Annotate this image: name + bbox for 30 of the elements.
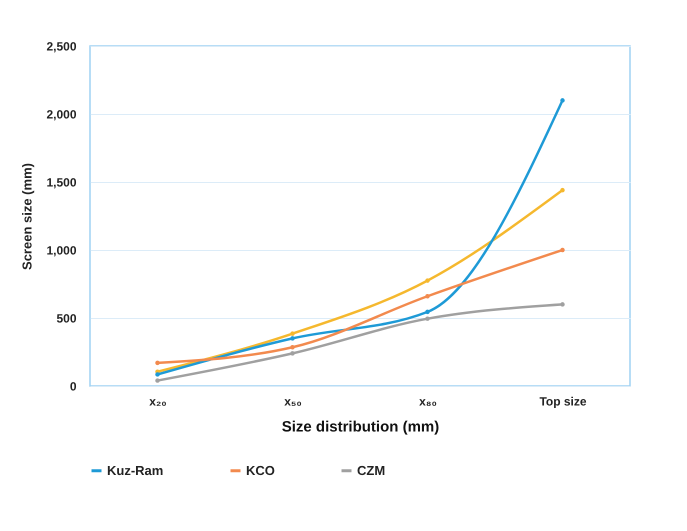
point <box>425 316 430 321</box>
point <box>560 248 565 252</box>
point <box>155 372 160 377</box>
y-tick-label: 2,000 <box>46 108 77 122</box>
point <box>290 336 295 341</box>
y-tick-label: 1,500 <box>46 176 77 190</box>
y-tick-label: 2,500 <box>46 40 77 54</box>
point <box>560 188 565 192</box>
point <box>155 360 160 366</box>
y-tick-label: 500 <box>56 312 77 326</box>
x-axis-title: Size distribution (mm) <box>282 418 440 436</box>
y-axis-title: Screen size (mm) <box>19 163 34 270</box>
point <box>155 378 160 383</box>
point <box>425 310 430 314</box>
x-tick-label: x₂₀ <box>149 394 167 408</box>
x-tick-label: x₈₀ <box>419 394 437 408</box>
legend-label: KCO <box>246 462 275 478</box>
point <box>290 331 295 336</box>
point <box>425 278 430 283</box>
point <box>290 351 295 356</box>
y-tick-label: 1,000 <box>46 244 77 258</box>
legend-label: Kuz-Ram <box>107 462 164 478</box>
point <box>425 294 430 298</box>
x-tick-label: Top size <box>539 394 587 408</box>
point <box>560 98 565 103</box>
point <box>290 345 295 350</box>
x-tick-label: x₅₀ <box>284 394 302 408</box>
point <box>560 302 565 307</box>
legend-label: CZM <box>357 462 386 478</box>
y-tick-label: 0 <box>70 380 77 394</box>
